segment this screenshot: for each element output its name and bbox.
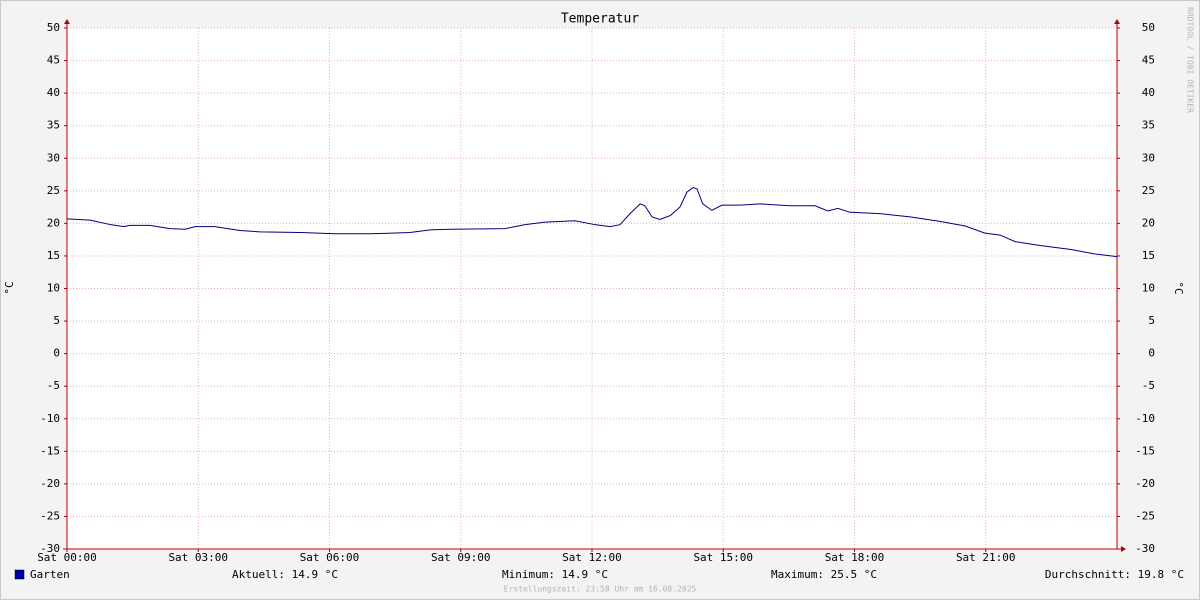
x-tick-label: Sat 12:00 (562, 551, 622, 564)
x-tick-label: Sat 15:00 (693, 551, 753, 564)
y2-tick-label: 30 (1142, 151, 1155, 164)
y2-tick-label: 0 (1148, 347, 1155, 360)
footnote: Erstellungszeit: 23:58 Uhr am 16.08.2025 (504, 585, 697, 594)
watermark: RRDTOOL / TOBI OETIKER (1186, 7, 1195, 113)
x-tick-label: Sat 18:00 (825, 551, 885, 564)
y2-axis-label: °C (1172, 281, 1185, 294)
y2-tick-label: -25 (1135, 509, 1155, 522)
y-tick-label: -10 (40, 412, 60, 425)
y2-tick-label: 20 (1142, 216, 1155, 229)
stat: Aktuell: 14.9 °C (232, 568, 338, 581)
y2-tick-label: 45 (1142, 54, 1155, 67)
legend-swatch (14, 569, 25, 580)
line (66, 187, 1118, 258)
y-tick-label: 15 (47, 249, 60, 262)
y2-tick-label: 15 (1142, 249, 1155, 262)
x-tick-label: Sat 21:00 (956, 551, 1016, 564)
legend-label: Garten (30, 568, 70, 581)
stat: Minimum: 14.9 °C (502, 568, 608, 581)
y2-tick-label: 50 (1142, 21, 1155, 34)
y2-tick-label: 10 (1142, 282, 1155, 295)
axis-arrow (1121, 546, 1126, 552)
y2-tick-label: 25 (1142, 184, 1155, 197)
y2-tick-label: -10 (1135, 412, 1155, 425)
y2-tick-label: -5 (1142, 379, 1155, 392)
y-tick-label: -25 (40, 509, 60, 522)
y2-tick-label: 5 (1148, 314, 1155, 327)
x-tick-label: Sat 03:00 (168, 551, 228, 564)
y-tick-label: 25 (47, 184, 60, 197)
x-tick-label: Sat 00:00 (37, 551, 97, 564)
stat: Durchschnitt: 19.8 °C (1045, 568, 1184, 581)
y-tick-label: -30 (40, 542, 60, 555)
x-tick-label: Sat 09:00 (431, 551, 491, 564)
y-tick-label: -15 (40, 444, 60, 457)
y-tick-label: 10 (47, 282, 60, 295)
y-tick-label: 50 (47, 21, 60, 34)
y2-tick-label: -20 (1135, 477, 1155, 490)
y2-tick-label: 40 (1142, 86, 1155, 99)
y-tick-label: 35 (47, 119, 60, 132)
y-tick-label: 5 (53, 314, 60, 327)
y-tick-label: 30 (47, 151, 60, 164)
axis-arrow (1114, 19, 1120, 24)
y-tick-label: -5 (47, 379, 60, 392)
y2-tick-label: -30 (1135, 542, 1155, 555)
y-tick-label: 0 (53, 347, 60, 360)
chart-title: Temperatur (561, 12, 639, 27)
axis-arrow (64, 19, 70, 24)
y-tick-label: 45 (47, 54, 60, 67)
y-tick-label: 40 (47, 86, 60, 99)
y-axis-label: °C (3, 281, 16, 294)
stat: Maximum: 25.5 °C (771, 568, 877, 581)
y2-tick-label: 35 (1142, 119, 1155, 132)
y2-tick-label: -15 (1135, 444, 1155, 457)
y-tick-label: -20 (40, 477, 60, 490)
y-tick-label: 20 (47, 216, 60, 229)
x-tick-label: Sat 06:00 (300, 551, 360, 564)
